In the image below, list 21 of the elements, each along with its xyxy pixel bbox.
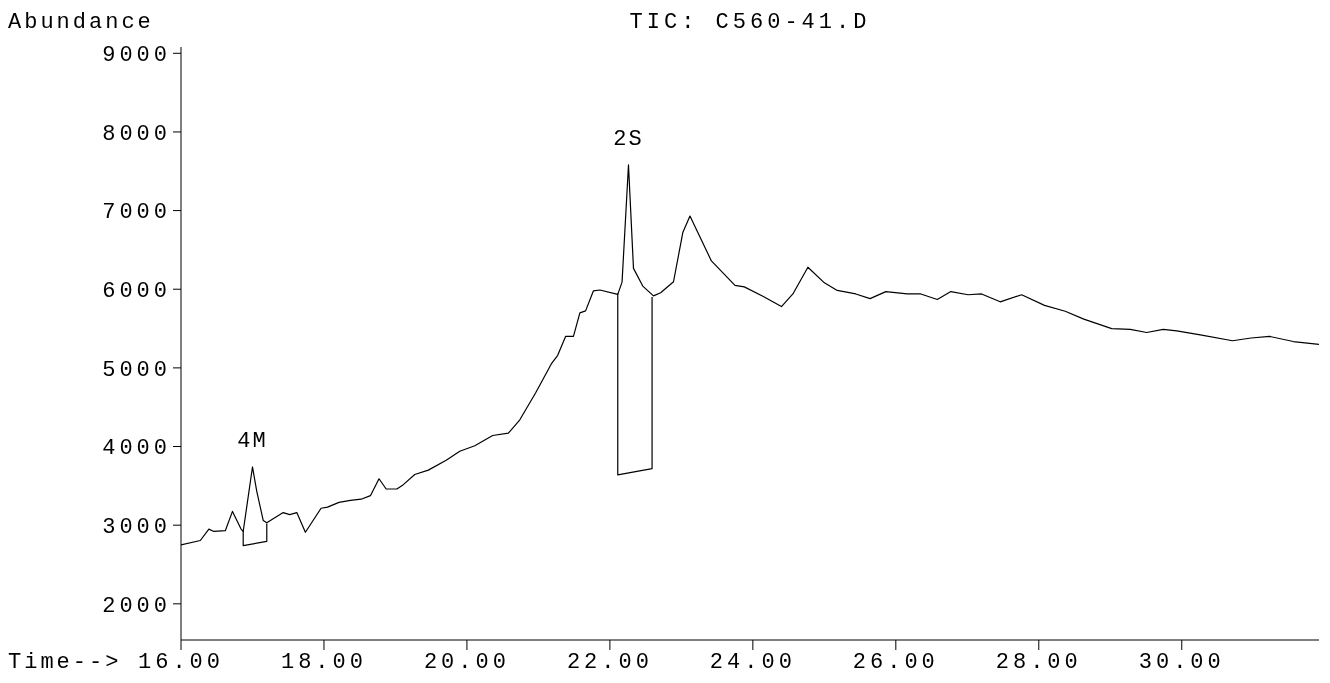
annotation: 4M xyxy=(237,428,268,454)
x-tick-label: 18.00 xyxy=(280,649,367,675)
y-tick-label: 7000 xyxy=(102,200,171,226)
y-tick-label: 8000 xyxy=(102,121,171,147)
x-tick-label: 30.00 xyxy=(1138,649,1225,675)
y-tick-label: 9000 xyxy=(102,43,171,69)
x-tick-label: 22.00 xyxy=(566,649,653,675)
annotation: 2S xyxy=(613,126,644,152)
x-tick-label: 28.00 xyxy=(995,649,1082,675)
x-tick-label: 26.00 xyxy=(852,649,939,675)
y-tick-label: 4000 xyxy=(102,436,171,462)
y-tick-label: 3000 xyxy=(102,514,171,540)
x-axis-title: Time--> xyxy=(8,650,122,675)
chart-title: TIC: C560-41.D xyxy=(628,10,872,35)
x-tick-label: 16.00 xyxy=(137,649,225,675)
x-tick-label: 20.00 xyxy=(423,649,510,675)
y-tick-label: 2000 xyxy=(102,593,171,619)
y-axis-title: Abundance xyxy=(8,10,154,35)
y-tick-label: 5000 xyxy=(102,357,171,383)
x-tick-label: 24.00 xyxy=(709,649,796,675)
y-tick-label: 6000 xyxy=(102,279,171,305)
